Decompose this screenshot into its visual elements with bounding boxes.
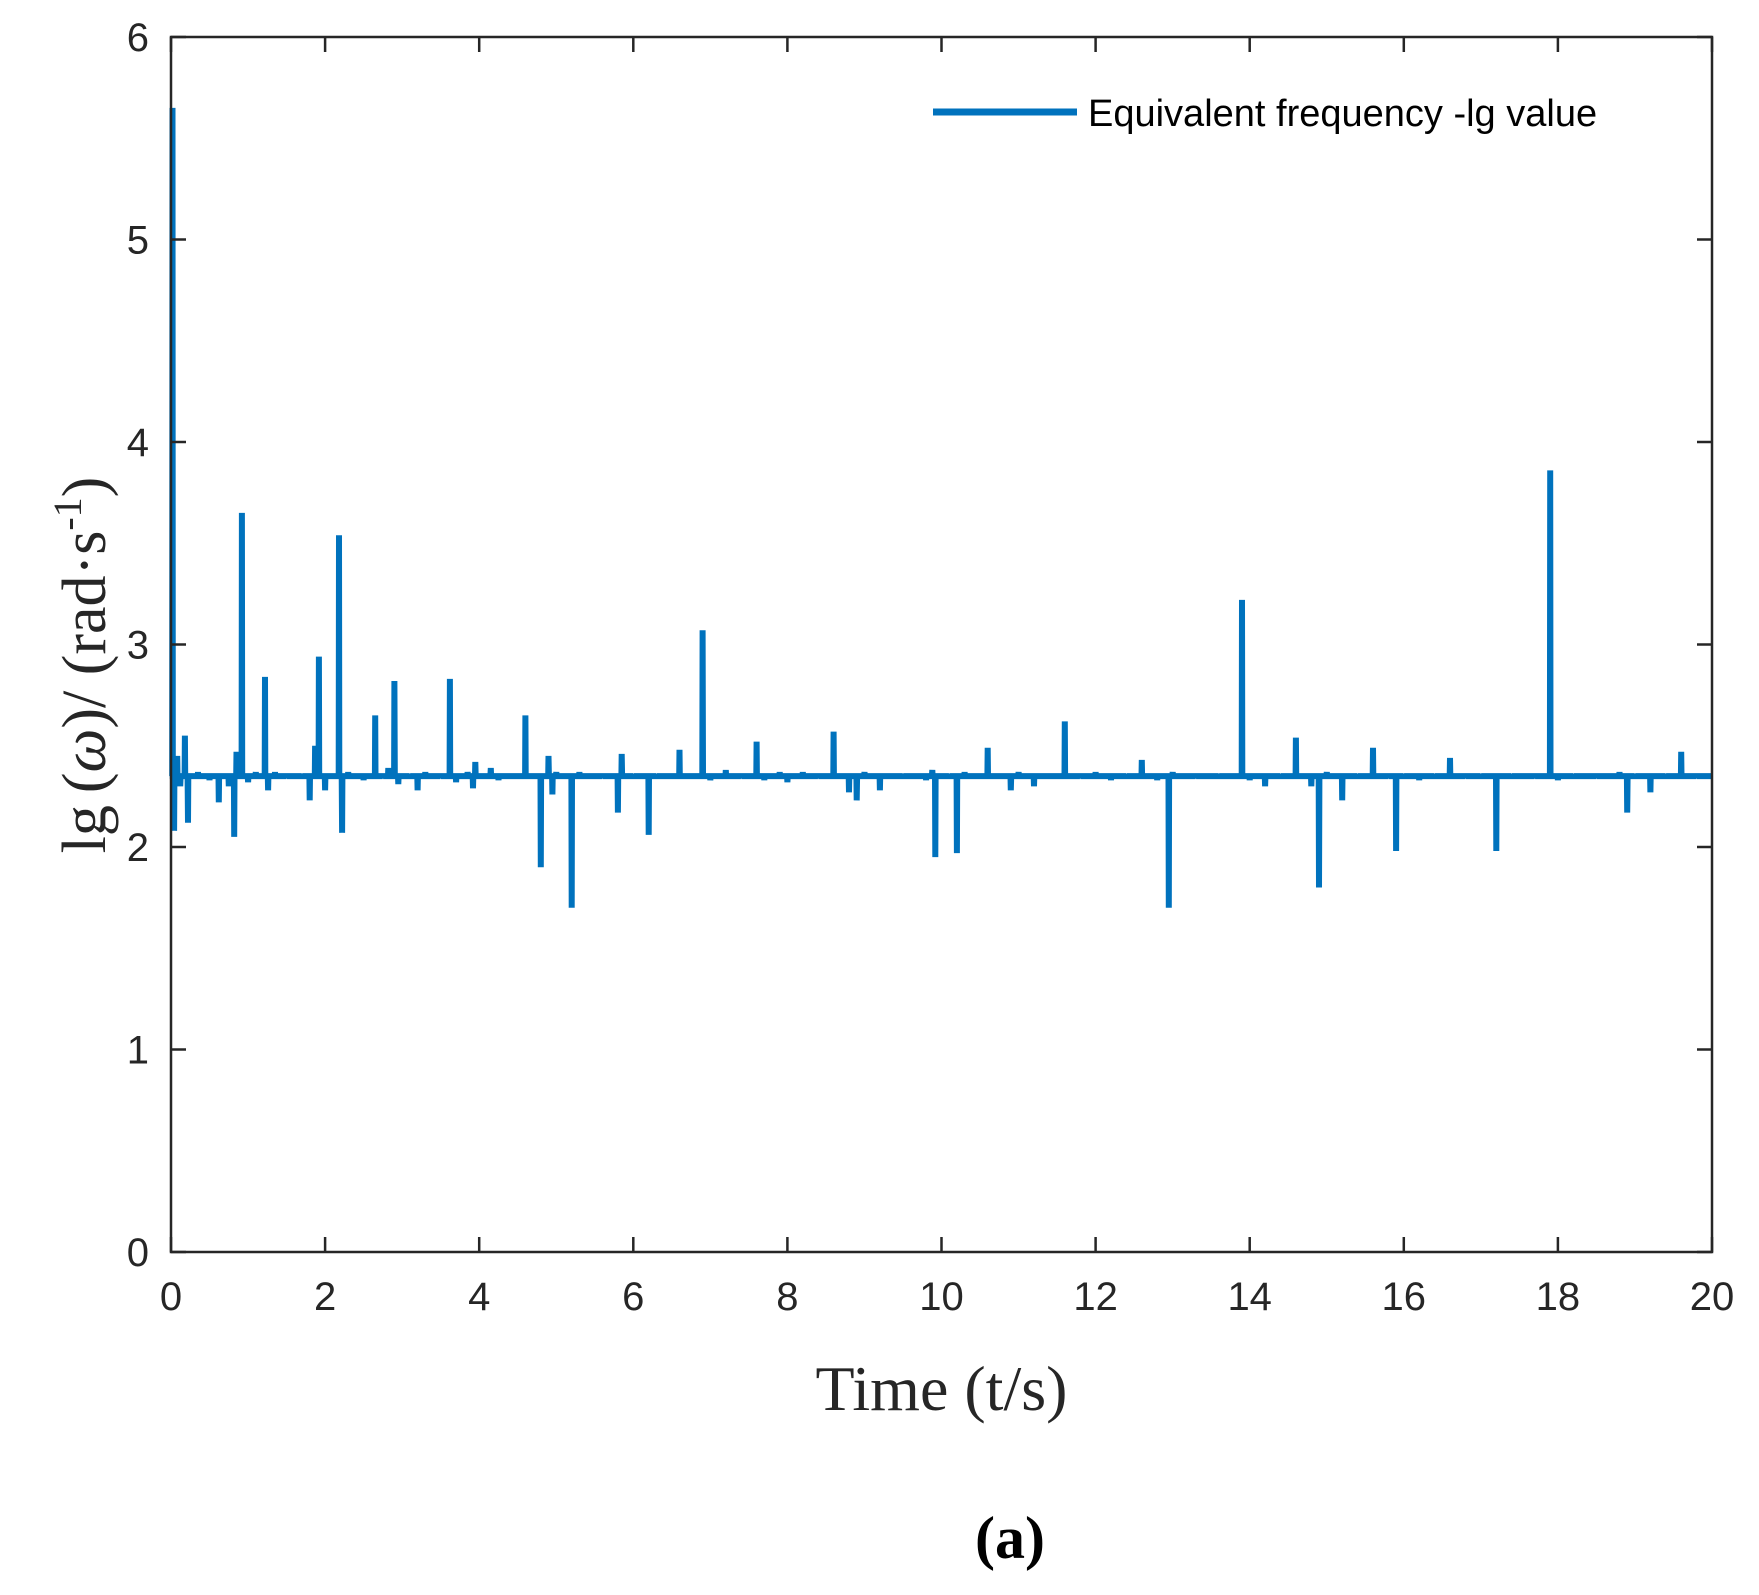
x-tick-label: 10: [919, 1275, 964, 1319]
y-tick-label: 0: [127, 1231, 149, 1275]
y-title-exponent: -1: [45, 497, 90, 530]
x-tick-label: 20: [1690, 1275, 1735, 1319]
y-tick-label: 6: [127, 16, 149, 60]
x-tick-labels: 0 2 4 6 8 10 12 14 16 18 20: [160, 1275, 1734, 1319]
legend-label: Equivalent frequency -lg value: [1088, 93, 1597, 135]
y-title-end: ): [51, 477, 119, 498]
y-title-open: (: [51, 772, 119, 793]
x-tick-label: 8: [776, 1275, 798, 1319]
series-layer: [169, 107, 1712, 908]
y-tick-labels: 0 1 2 3 4 5 6: [127, 16, 149, 1275]
x-tick-label: 0: [160, 1275, 182, 1319]
y-axis-title: lg (ω)/ (rad·s-1): [45, 477, 119, 854]
x-tick-label: 6: [622, 1275, 644, 1319]
y-tick-label: 4: [127, 421, 149, 465]
x-tick-label: 16: [1382, 1275, 1427, 1319]
y-tick-label: 2: [127, 826, 149, 870]
x-tick-label: 2: [314, 1275, 336, 1319]
x-tick-label: 4: [468, 1275, 490, 1319]
caption-text: (a): [975, 1505, 1045, 1571]
svg-text:lg(ω)/ (rad·s-1): lg (ω)/ (rad·s-1): [45, 477, 119, 854]
axes-layer: [169, 35, 1714, 1254]
y-tick-label: 3: [127, 624, 149, 668]
series-line-0: [169, 107, 1712, 908]
x-tick-label: 12: [1073, 1275, 1118, 1319]
y-tick-label: 1: [127, 1029, 149, 1073]
y-title-omega: ω: [51, 729, 119, 773]
y-title-close: )/ (rad·s: [51, 531, 119, 729]
legend: Equivalent frequency -lg value: [933, 93, 1597, 135]
x-tick-label: 18: [1536, 1275, 1581, 1319]
y-title-lg: lg: [51, 805, 119, 853]
plot-area: [171, 37, 1712, 1252]
x-tick-label: 14: [1227, 1275, 1272, 1319]
y-tick-label: 5: [127, 219, 149, 263]
x-axis-title: Time (t/s): [816, 1353, 1068, 1424]
figure-caption: (a): [975, 1505, 1045, 1571]
